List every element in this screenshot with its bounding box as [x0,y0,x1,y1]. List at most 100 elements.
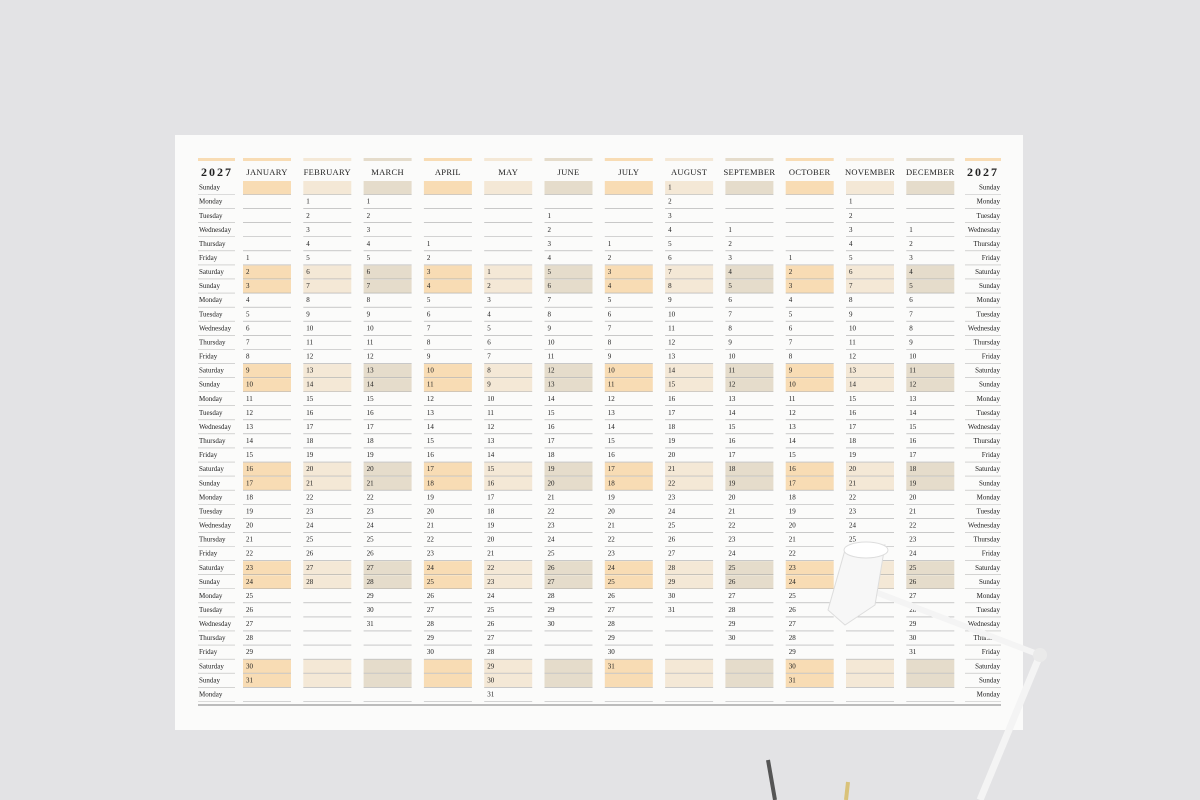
day-number: 15 [487,465,495,473]
weekend-cell [725,462,774,477]
day-number: 26 [608,592,616,600]
weekday-label: Sunday [979,479,1001,487]
weekend-cell [544,673,593,688]
day-number: 19 [909,479,917,487]
weekday-label: Saturday [975,662,1000,670]
weekend-cell [423,575,472,589]
pencil [766,759,777,800]
day-number: 27 [246,620,254,628]
day-number: 31 [909,648,917,656]
day-number: 16 [728,437,736,445]
weekday-label: Friday [982,451,1001,459]
day-number: 19 [306,451,314,459]
day-number: 25 [427,578,435,586]
day-number: 11 [427,381,434,389]
month-name: DECEMBER [906,167,955,177]
day-number: 23 [849,507,857,515]
day-number: 10 [909,353,917,361]
day-number: 11 [909,367,916,375]
day-number: 13 [487,437,495,445]
day-number: 3 [789,282,793,290]
day-number: 2 [789,268,793,276]
day-number: 20 [909,493,917,501]
day-number: 11 [668,324,675,332]
day-number: 12 [367,353,375,361]
weekend-cell [363,673,412,688]
day-number: 24 [849,522,857,530]
day-number: 23 [909,536,917,544]
day-number: 18 [849,437,857,445]
weekday-label: Thursday [199,634,226,642]
day-number: 24 [728,550,736,558]
day-number: 24 [608,564,616,572]
day-number: 18 [548,451,556,459]
day-number: 26 [246,606,254,614]
weekday-label: Sunday [979,676,1001,684]
day-number: 21 [668,465,676,473]
weekend-cell [665,364,714,378]
weekday-label: Saturday [199,268,224,276]
weekend-cell [846,265,894,279]
day-number: 8 [427,338,431,346]
weekend-cell [243,265,291,279]
day-number: 14 [548,395,556,403]
day-number: 1 [849,198,853,206]
day-number: 8 [728,324,732,332]
day-number: 22 [487,564,495,572]
day-number: 13 [246,423,254,431]
day-number: 22 [668,479,676,487]
day-number: 23 [487,578,495,586]
day-number: 30 [548,620,556,628]
day-number: 20 [306,465,314,473]
day-number: 23 [548,522,556,530]
day-number: 3 [306,226,310,234]
day-number: 22 [789,550,797,558]
day-number: 17 [668,409,676,417]
day-number: 4 [909,268,913,276]
day-number: 12 [728,381,736,389]
day-number: 16 [246,465,254,473]
day-number: 31 [367,620,375,628]
weekend-cell [303,462,352,477]
day-number: 16 [668,395,676,403]
day-number: 8 [909,324,913,332]
day-number: 24 [548,536,556,544]
weekend-cell [544,476,593,491]
weekday-label: Monday [977,592,1001,600]
weekend-cell [303,181,352,195]
day-number: 9 [548,324,552,332]
day-number: 31 [487,690,495,698]
weekday-label: Tuesday [199,507,223,515]
weekend-cell [604,575,653,589]
weekday-label: Tuesday [199,606,223,614]
day-number: 21 [246,536,254,544]
day-number: 28 [487,648,495,656]
day-number: 10 [608,367,616,375]
weekday-label: Monday [199,395,223,403]
weekday-label: Wednesday [199,226,232,234]
weekend-cell [544,265,593,279]
day-number: 7 [728,310,732,318]
day-number: 4 [849,240,853,248]
day-number: 30 [608,648,616,656]
header-bar [484,158,533,161]
weekend-cell [243,279,291,294]
day-number: 8 [367,296,371,304]
day-number: 6 [668,254,672,262]
weekend-cell [484,181,533,195]
day-number: 16 [849,409,857,417]
weekend-cell [846,659,894,674]
day-number: 14 [909,409,917,417]
day-number: 23 [608,550,616,558]
day-number: 9 [427,353,431,361]
day-number: 19 [367,451,375,459]
weekday-label: Thursday [199,536,226,544]
day-number: 2 [909,240,913,248]
day-number: 1 [427,240,431,248]
header-bar [665,158,714,161]
weekend-cell [423,659,472,674]
day-number: 26 [668,536,676,544]
weekend-cell [423,364,472,378]
weekend-cell [303,673,352,688]
weekday-label: Wednesday [968,423,1001,431]
